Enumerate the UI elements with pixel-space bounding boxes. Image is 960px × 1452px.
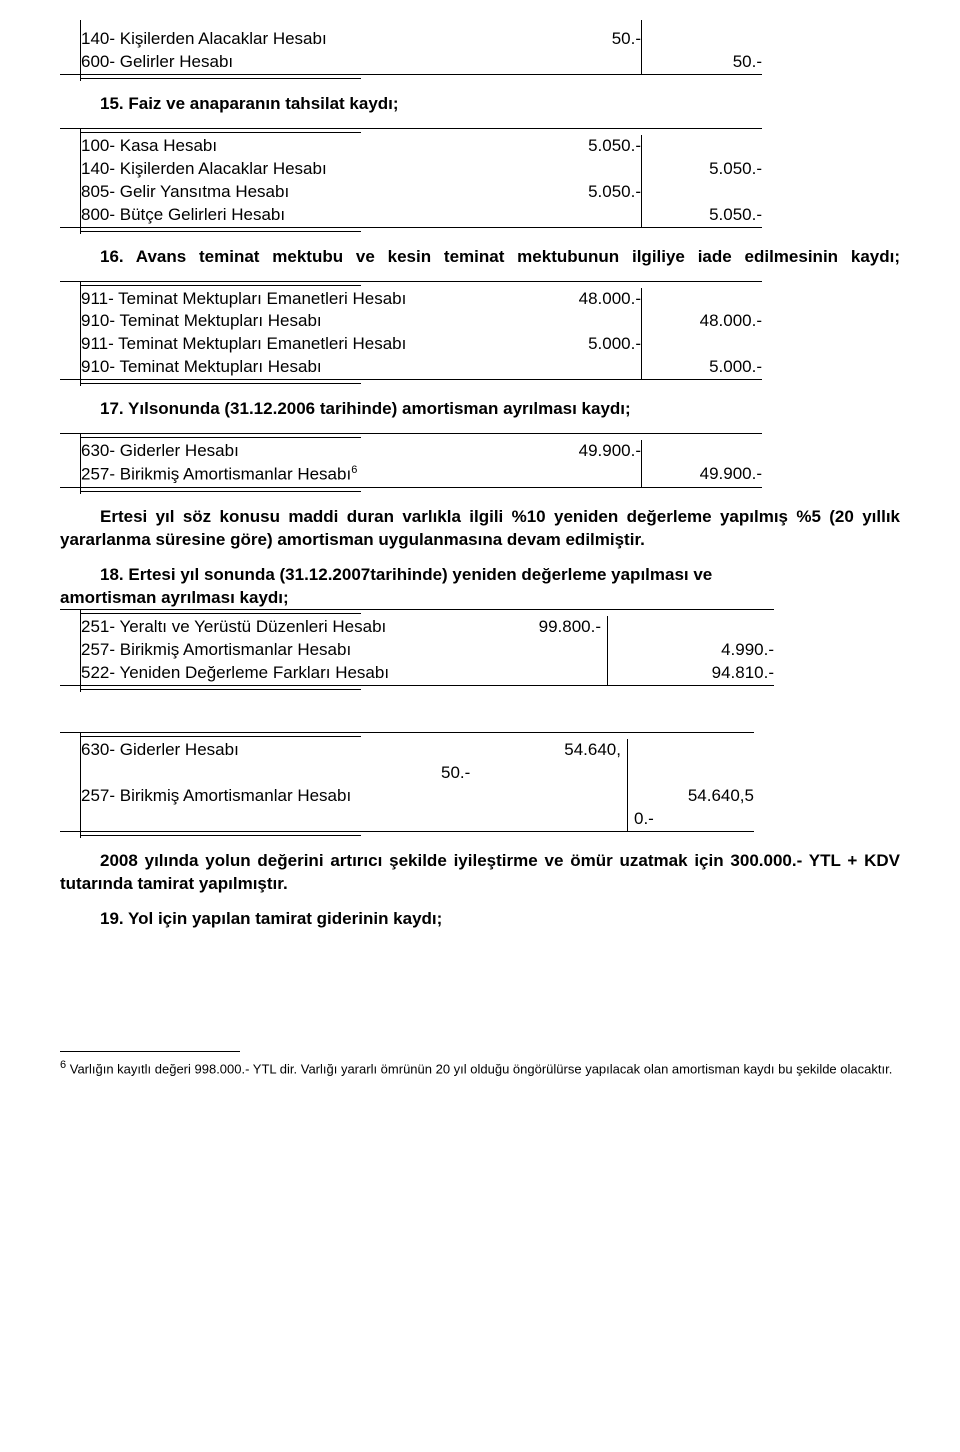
debit-amount: 54.640, [501, 739, 628, 762]
credit-amount [628, 739, 754, 762]
journal-entry-4: 251- Yeraltı ve Yerüstü Düzenleri Hesabı… [60, 609, 774, 692]
acct-line: 257- Birikmiş Amortismanlar Hesabı [81, 785, 441, 808]
credit-amount [642, 440, 762, 463]
credit-amount [642, 288, 762, 311]
credit-amount: 48.000.- [642, 310, 762, 333]
acct-line: 911- Teminat Mektupları Emanetleri Hesab… [81, 333, 501, 356]
debit-amount [501, 785, 628, 808]
debit-amount: 48.000.- [501, 288, 642, 311]
acct-line: 910- Teminat Mektupları Hesabı [81, 310, 501, 333]
debit-amount [501, 762, 628, 785]
journal-entry-2: 911- Teminat Mektupları Emanetleri Hesab… [60, 281, 762, 387]
debit-amount [501, 158, 642, 181]
debit-amount: 5.050.- [501, 135, 642, 158]
debit-amount [501, 204, 642, 227]
credit-amount: 0.- [628, 808, 754, 831]
acct-line [81, 762, 441, 785]
acct-line: 100- Kasa Hesabı [81, 135, 501, 158]
footnote-ref: 6 [351, 464, 357, 476]
credit-amount [642, 333, 762, 356]
acct-line: 251- Yeraltı ve Yerüstü Düzenleri Hesabı [81, 616, 501, 639]
credit-amount [628, 762, 754, 785]
credit-amount: 49.900.- [642, 463, 762, 487]
debit-amount [501, 51, 642, 74]
section-heading-16: 16. Avans teminat mektubu ve kesin temin… [60, 246, 900, 269]
mid-amount [441, 739, 501, 762]
acct-line: 805- Gelir Yansıtma Hesabı [81, 181, 501, 204]
section-heading-18: 18. Ertesi yıl sonunda (31.12.2007tarihi… [60, 564, 900, 610]
credit-amount: 5.050.- [642, 204, 762, 227]
debit-amount [501, 639, 608, 662]
footnote-separator [60, 1051, 240, 1052]
footnote: 6 Varlığın kayıtlı değeri 998.000.- YTL … [60, 1058, 900, 1078]
acct-line: 140- Kişilerden Alacaklar Hesabı [81, 158, 501, 181]
credit-amount [642, 135, 762, 158]
paragraph: 2008 yılında yolun değerini artırıcı şek… [60, 850, 900, 896]
acct-line [81, 808, 441, 831]
credit-amount: 5.000.- [642, 356, 762, 379]
debit-amount [501, 463, 642, 487]
debit-amount: 5.050.- [501, 181, 642, 204]
section-heading-17: 17. Yılsonunda (31.12.2006 tarihinde) am… [60, 398, 900, 421]
credit-amount [642, 181, 762, 204]
journal-entry-0: 140- Kişilerden Alacaklar Hesabı 50.- 60… [60, 20, 762, 81]
acct-line: 800- Bütçe Gelirleri Hesabı [81, 204, 501, 227]
debit-amount: 50.- [501, 28, 642, 51]
debit-amount: 5.000.- [501, 333, 642, 356]
mid-amount [441, 808, 501, 831]
credit-amount: 5.050.- [642, 158, 762, 181]
page: 140- Kişilerden Alacaklar Hesabı 50.- 60… [0, 0, 960, 1118]
paragraph: Ertesi yıl söz konusu maddi duran varlık… [60, 506, 900, 552]
acct-line: 140- Kişilerden Alacaklar Hesabı [81, 28, 501, 51]
mid-amount [441, 785, 501, 808]
debit-amount: 99.800.- [501, 616, 608, 639]
debit-amount [501, 662, 608, 685]
credit-amount: 94.810.- [608, 662, 774, 685]
acct-line: 630- Giderler Hesabı [81, 440, 501, 463]
acct-line: 911- Teminat Mektupları Emanetleri Hesab… [81, 288, 501, 311]
debit-amount [501, 356, 642, 379]
footnote-text: Varlığın kayıtlı değeri 998.000.- YTL di… [66, 1061, 892, 1076]
journal-entry-1: 100- Kasa Hesabı 5.050.- 140- Kişilerden… [60, 128, 762, 234]
section-heading-15: 15. Faiz ve anaparanın tahsilat kaydı; [60, 93, 900, 116]
debit-amount [501, 808, 628, 831]
debit-amount [501, 310, 642, 333]
debit-amount: 49.900.- [501, 440, 642, 463]
acct-line: 630- Giderler Hesabı [81, 739, 441, 762]
acct-line: 257- Birikmiş Amortismanlar Hesabı [81, 639, 501, 662]
credit-amount: 54.640,5 [628, 785, 754, 808]
acct-line: 522- Yeniden Değerleme Farkları Hesabı [81, 662, 501, 685]
journal-entry-3: 630- Giderler Hesabı 49.900.- 257- Birik… [60, 433, 762, 494]
credit-amount [642, 28, 762, 51]
credit-amount: 50.- [642, 51, 762, 74]
acct-line: 257- Birikmiş Amortismanlar Hesabı6 [81, 463, 501, 487]
journal-entry-5: 630- Giderler Hesabı 54.640, 50.- 257- B… [60, 732, 754, 838]
section-heading-19: 19. Yol için yapılan tamirat giderinin k… [60, 908, 900, 931]
acct-line: 910- Teminat Mektupları Hesabı [81, 356, 501, 379]
credit-amount: 4.990.- [608, 639, 774, 662]
credit-amount [608, 616, 774, 639]
acct-line: 600- Gelirler Hesabı [81, 51, 501, 74]
mid-amount: 50.- [441, 762, 501, 785]
